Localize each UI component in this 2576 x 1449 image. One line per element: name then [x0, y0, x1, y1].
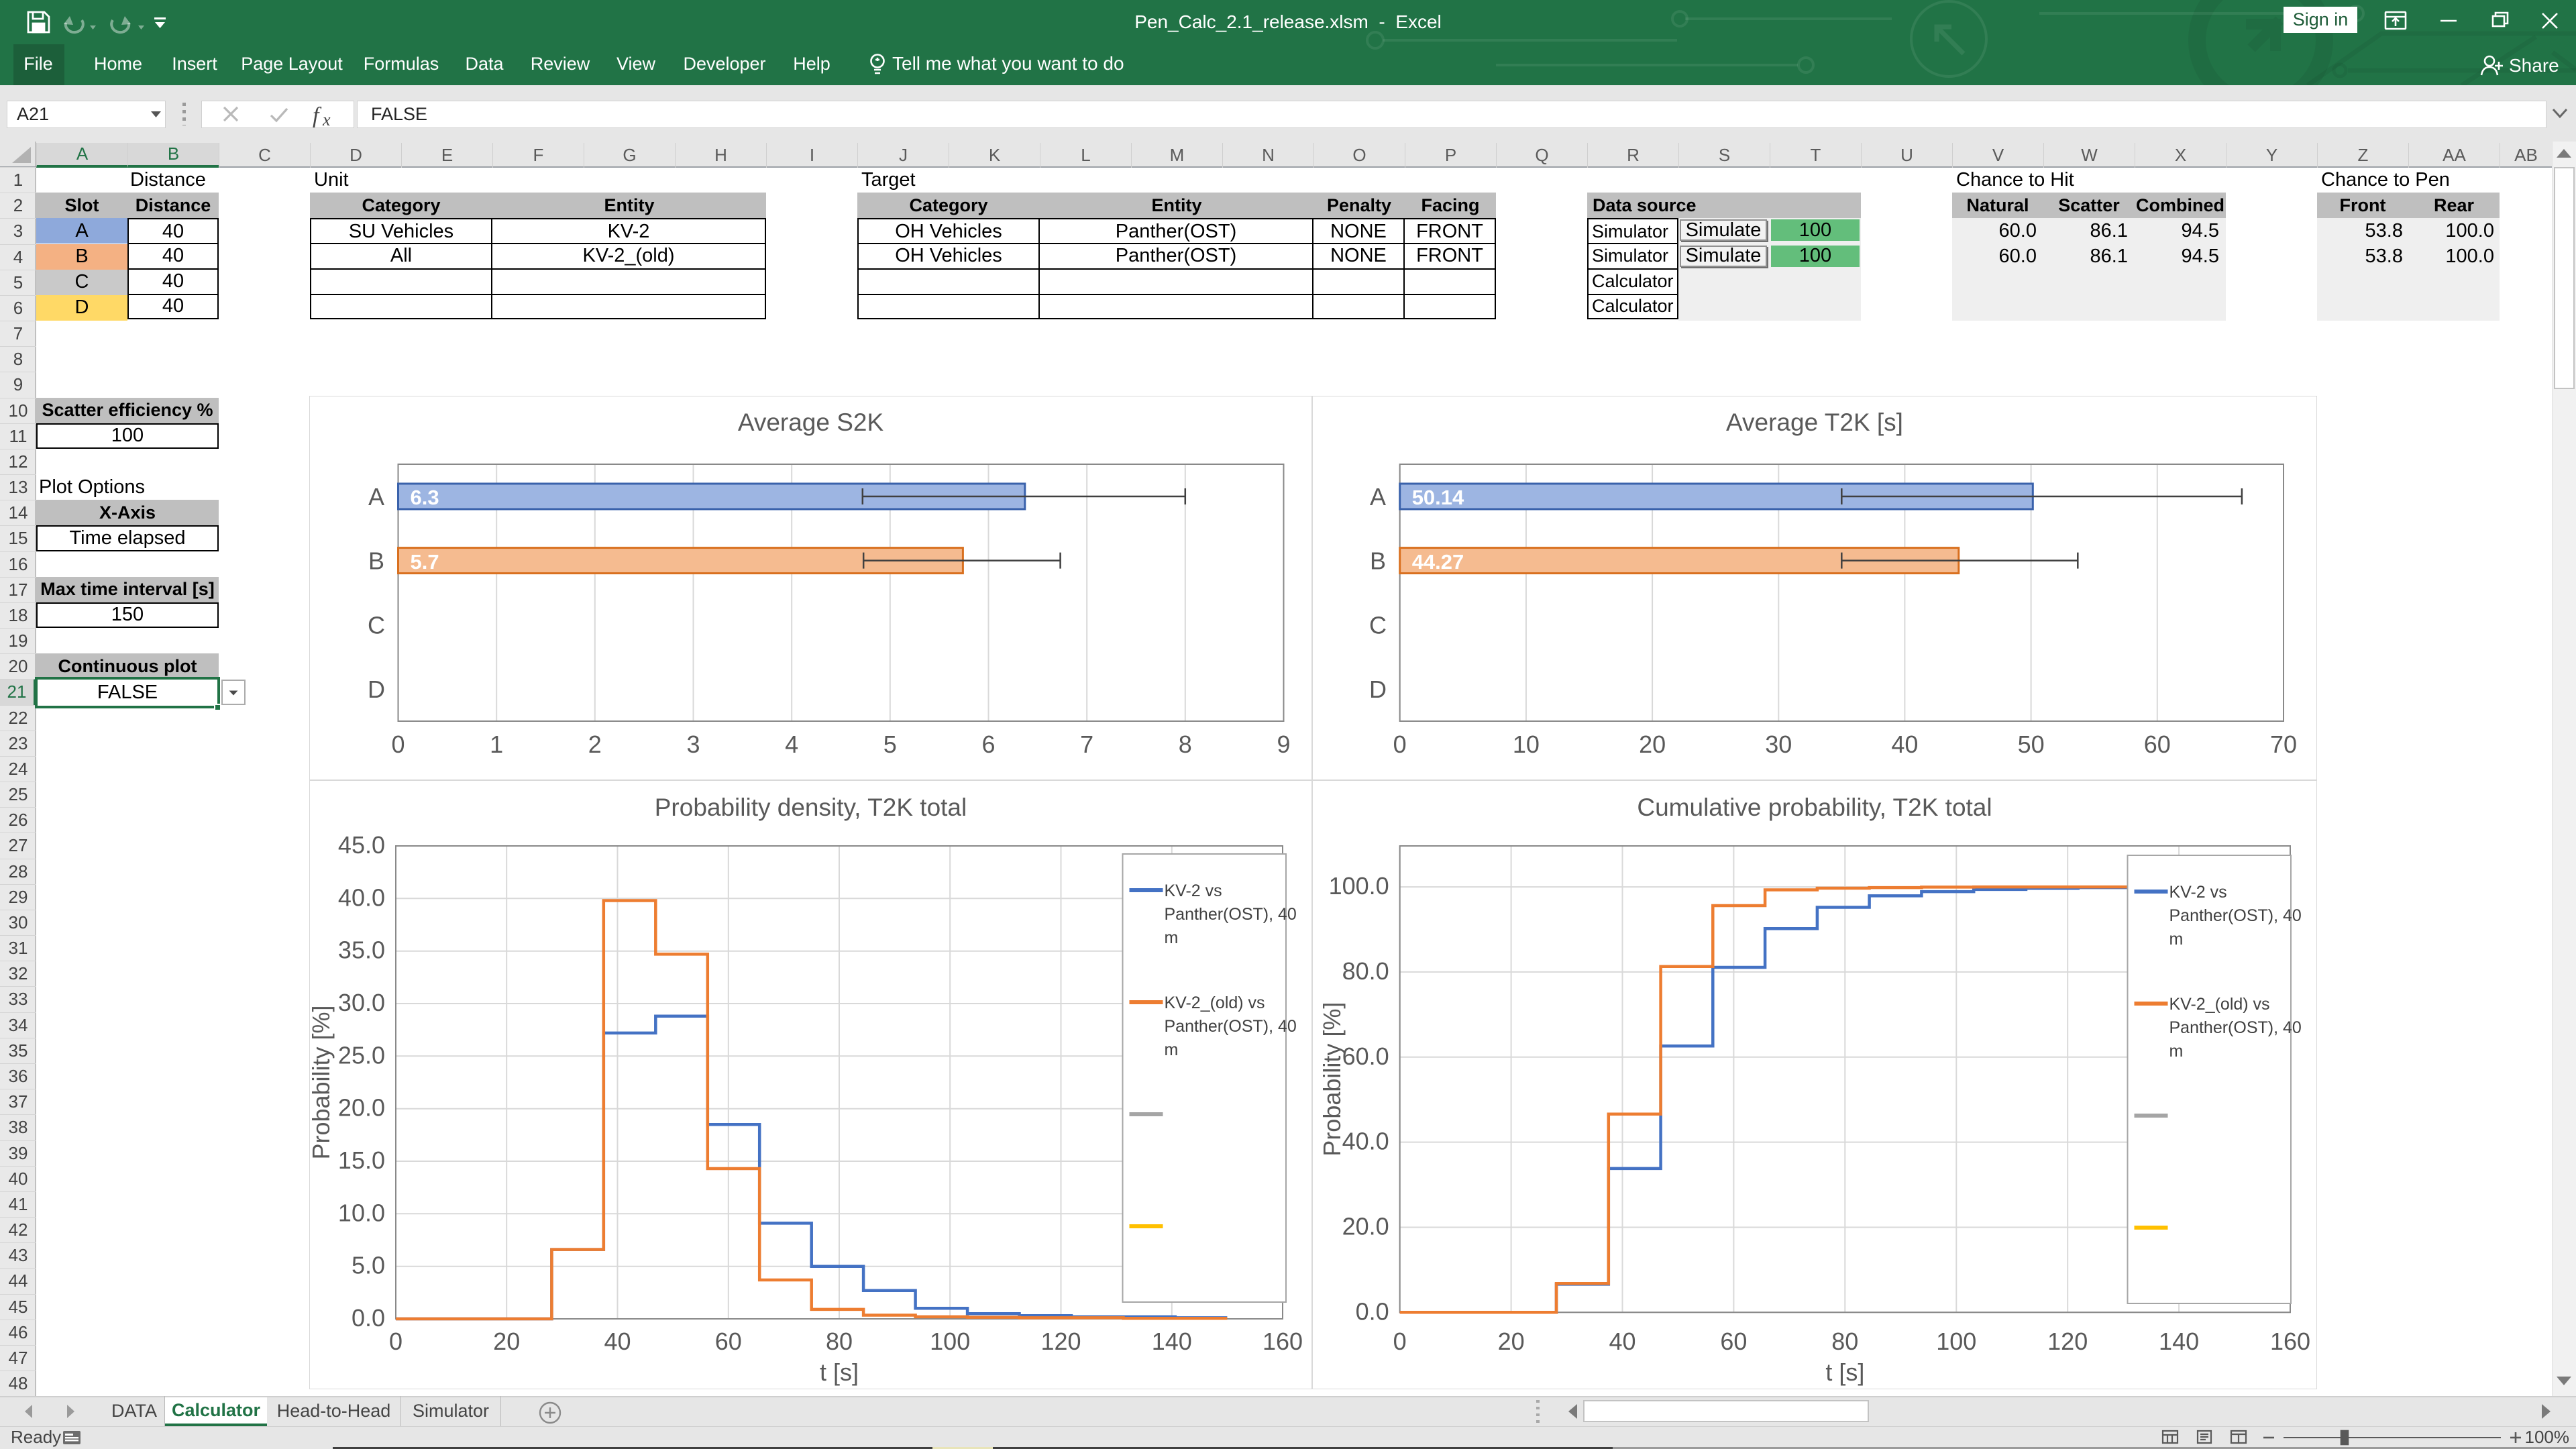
svg-text:C: C	[1369, 611, 1387, 639]
svg-text:160: 160	[2270, 1328, 2310, 1355]
svg-text:Panther(OST), 40: Panther(OST), 40	[2169, 1018, 2302, 1037]
svg-text:60: 60	[2144, 731, 2171, 758]
svg-text:60.0: 60.0	[1342, 1042, 1389, 1070]
svg-text:40: 40	[1891, 731, 1918, 758]
svg-text:50: 50	[2018, 731, 2045, 758]
svg-text:0: 0	[389, 1328, 402, 1355]
svg-text:KV-2 vs: KV-2 vs	[1165, 881, 1222, 900]
svg-text:x: x	[322, 110, 331, 128]
svg-text:20: 20	[493, 1328, 520, 1355]
svg-text:10.0: 10.0	[338, 1199, 385, 1226]
svg-text:KV-2_(old) vs: KV-2_(old) vs	[2169, 995, 2270, 1014]
svg-text:140: 140	[2159, 1328, 2199, 1355]
svg-text:35.0: 35.0	[338, 936, 385, 964]
svg-text:A: A	[368, 483, 384, 511]
svg-text:Panther(OST), 40: Panther(OST), 40	[1165, 1017, 1297, 1036]
svg-text:Cumulative probability, T2K to: Cumulative probability, T2K total	[1637, 794, 1992, 821]
svg-text:60: 60	[715, 1328, 742, 1355]
svg-text:A: A	[1370, 483, 1386, 511]
svg-text:20: 20	[1639, 731, 1666, 758]
svg-text:8: 8	[1179, 731, 1192, 758]
svg-text:Probability [%]: Probability [%]	[1318, 1002, 1346, 1157]
svg-text:m: m	[1165, 1040, 1179, 1059]
svg-text:100: 100	[930, 1328, 970, 1355]
svg-text:15.0: 15.0	[338, 1146, 385, 1174]
svg-text:0.0: 0.0	[352, 1304, 385, 1332]
svg-text:Probability density, T2K total: Probability density, T2K total	[655, 794, 967, 821]
svg-text:44.27: 44.27	[1412, 550, 1464, 574]
svg-text:Panther(OST), 40: Panther(OST), 40	[1165, 905, 1297, 924]
svg-text:40.0: 40.0	[338, 883, 385, 911]
svg-text:20.0: 20.0	[1342, 1213, 1389, 1240]
svg-text:160: 160	[1263, 1328, 1303, 1355]
svg-text:60: 60	[1720, 1328, 1747, 1355]
svg-text:D: D	[368, 676, 385, 703]
svg-text:80: 80	[826, 1328, 853, 1355]
svg-text:120: 120	[2047, 1328, 2088, 1355]
svg-text:D: D	[1369, 676, 1387, 703]
svg-text:20.0: 20.0	[338, 1094, 385, 1122]
svg-text:B: B	[368, 547, 384, 575]
svg-text:5.0: 5.0	[352, 1252, 385, 1279]
svg-text:20: 20	[1498, 1328, 1525, 1355]
svg-text:KV-2 vs: KV-2 vs	[2169, 883, 2227, 902]
svg-text:t [s]: t [s]	[1825, 1358, 1864, 1386]
svg-text:7: 7	[1080, 731, 1093, 758]
svg-text:1: 1	[490, 731, 503, 758]
svg-text:80: 80	[1831, 1328, 1858, 1355]
svg-text:25.0: 25.0	[338, 1041, 385, 1069]
svg-text:100.0: 100.0	[1329, 872, 1389, 900]
svg-text:m: m	[2169, 1042, 2184, 1061]
svg-text:0: 0	[391, 731, 405, 758]
svg-text:10: 10	[1513, 731, 1540, 758]
svg-text:Panther(OST), 40: Panther(OST), 40	[2169, 906, 2302, 925]
svg-text:5: 5	[883, 731, 897, 758]
svg-text:Average S2K: Average S2K	[738, 409, 884, 436]
svg-text:0: 0	[1393, 1328, 1407, 1355]
svg-text:50.14: 50.14	[1412, 486, 1464, 509]
svg-text:120: 120	[1040, 1328, 1081, 1355]
svg-text:m: m	[1165, 928, 1179, 947]
svg-text:9: 9	[1277, 731, 1290, 758]
svg-text:0.0: 0.0	[1356, 1297, 1389, 1325]
svg-text:4: 4	[785, 731, 798, 758]
svg-text:2: 2	[588, 731, 602, 758]
svg-text:140: 140	[1152, 1328, 1192, 1355]
svg-text:f: f	[313, 103, 322, 128]
svg-text:100: 100	[1936, 1328, 1976, 1355]
svg-text:40: 40	[1609, 1328, 1635, 1355]
svg-text:40: 40	[604, 1328, 631, 1355]
svg-text:30.0: 30.0	[338, 989, 385, 1016]
svg-text:C: C	[368, 611, 385, 639]
svg-text:3: 3	[686, 731, 700, 758]
svg-text:t [s]: t [s]	[820, 1358, 859, 1386]
svg-text:Average T2K [s]: Average T2K [s]	[1726, 409, 1903, 436]
svg-text:70: 70	[2270, 731, 2297, 758]
svg-text:B: B	[1370, 547, 1386, 575]
svg-text:0: 0	[1393, 731, 1407, 758]
svg-text:45.0: 45.0	[338, 831, 385, 859]
svg-text:80.0: 80.0	[1342, 957, 1389, 985]
svg-text:30: 30	[1765, 731, 1792, 758]
svg-text:KV-2_(old) vs: KV-2_(old) vs	[1165, 994, 1265, 1012]
svg-text:m: m	[2169, 930, 2184, 949]
svg-text:40.0: 40.0	[1342, 1128, 1389, 1155]
svg-text:Probability [%]: Probability [%]	[309, 1005, 335, 1159]
svg-text:5.7: 5.7	[411, 550, 439, 574]
svg-text:6.3: 6.3	[411, 486, 439, 509]
svg-text:6: 6	[981, 731, 995, 758]
